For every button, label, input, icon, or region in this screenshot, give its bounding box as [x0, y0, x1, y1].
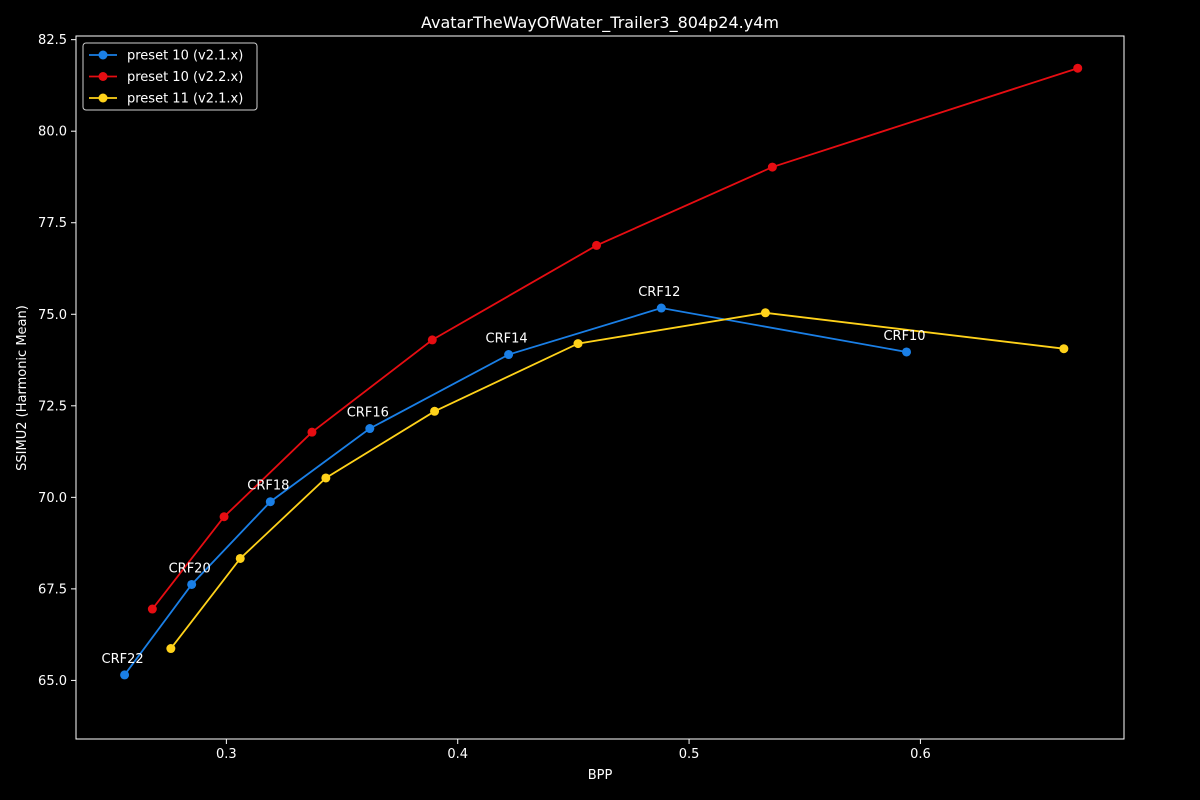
- legend-marker: [98, 72, 108, 81]
- crf-annotation: CRF10: [883, 329, 925, 344]
- legend-item: preset 11 (v2.1.x): [89, 92, 243, 107]
- plot-area: [75, 35, 1125, 740]
- legend-marker: [98, 93, 108, 103]
- legend-label: preset 10 (v2.1.x): [127, 49, 243, 64]
- y-tick-label: 65.0: [38, 674, 67, 689]
- data-point: [147, 604, 157, 614]
- y-tick-label: 82.5: [38, 33, 67, 48]
- legend-box: [82, 42, 258, 111]
- legend-label: preset 11 (v2.1.x): [127, 92, 243, 107]
- data-point: [321, 473, 331, 483]
- crf-annotation: CRF20: [169, 561, 211, 576]
- crf-annotation: CRF16: [347, 406, 389, 421]
- crf-annotation: CRF12: [638, 285, 680, 300]
- data-point: [767, 162, 777, 172]
- y-tick-label: 67.5: [38, 582, 67, 597]
- data-point: [504, 350, 514, 360]
- data-point: [166, 644, 176, 654]
- y-tick-label: 75.0: [38, 308, 67, 323]
- y-tick-label: 77.5: [38, 216, 67, 231]
- data-point: [656, 303, 666, 313]
- y-axis: 65.0 67.5 70.0 72.5 75.0 77.5 80.0 82.5: [38, 33, 76, 689]
- series-3: [166, 308, 1069, 654]
- data-point: [760, 308, 770, 318]
- y-tick-label: 70.0: [38, 491, 67, 506]
- data-point: [1059, 344, 1069, 354]
- annotation-layer: CRF22 CRF20 CRF18 CRF16 CRF14 CRF12 CRF10: [102, 285, 926, 667]
- data-point: [592, 240, 602, 250]
- x-tick-label: 0.6: [910, 747, 931, 762]
- legend-marker: [98, 50, 108, 60]
- data-point: [365, 424, 375, 434]
- x-axis-label: BPP: [588, 768, 613, 783]
- series-layer: [120, 63, 1083, 680]
- crf-annotation: CRF14: [486, 332, 528, 347]
- crf-annotation: CRF18: [247, 479, 289, 494]
- x-tick-label: 0.4: [447, 747, 468, 762]
- x-tick-label: 0.3: [216, 747, 237, 762]
- data-point: [902, 347, 912, 357]
- data-point: [219, 512, 229, 522]
- y-axis-label: SSIMU2 (Harmonic Mean): [15, 305, 30, 471]
- y-tick-label: 80.0: [38, 125, 67, 140]
- data-point: [235, 553, 245, 563]
- legend: preset 10 (v2.1.x) preset 10 (v2.2.x) pres…: [82, 42, 258, 111]
- data-point: [187, 579, 197, 589]
- chart-title: AvatarTheWayOfWater_Trailer3_804p24.y4m: [421, 13, 779, 33]
- y-tick-label: 72.5: [38, 399, 67, 414]
- crf-annotation: CRF22: [102, 652, 144, 667]
- data-point: [120, 670, 130, 680]
- data-point: [307, 427, 317, 437]
- legend-item: preset 10 (v2.2.x): [89, 70, 243, 85]
- legend-label: preset 10 (v2.2.x): [127, 70, 243, 85]
- series-1: [120, 303, 912, 680]
- data-point: [265, 497, 275, 507]
- legend-item: preset 10 (v2.1.x): [89, 49, 243, 64]
- data-point: [1073, 63, 1083, 73]
- data-point: [430, 406, 440, 416]
- x-tick-label: 0.5: [679, 747, 700, 762]
- series-2: [147, 63, 1083, 614]
- x-axis: 0.3 0.4 0.5 0.6: [216, 739, 931, 762]
- data-point: [573, 339, 583, 349]
- data-point: [427, 335, 437, 345]
